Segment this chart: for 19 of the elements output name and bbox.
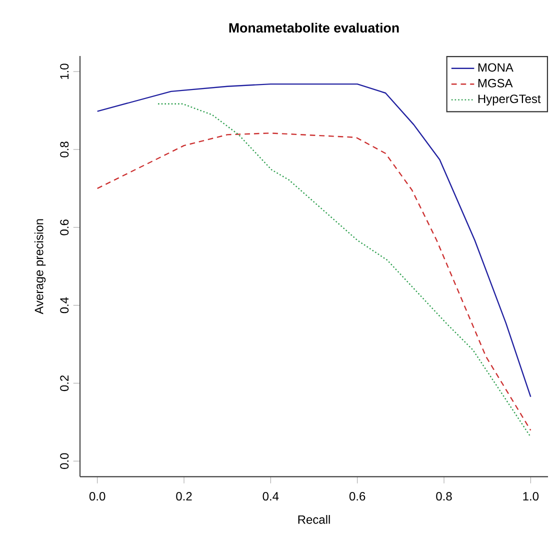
y-tick-label: 0.2: [60, 375, 69, 392]
legend-label: HyperGTest: [478, 94, 541, 106]
y-tick-label: 0.6: [60, 220, 69, 236]
x-tick-label: 0.0: [89, 492, 106, 501]
line-series: [96, 132, 532, 431]
x-tick-label: 0.2: [176, 492, 192, 501]
y-tick-label: 0.8: [60, 142, 69, 158]
legend-label: MGSA: [478, 78, 513, 88]
x-tick-label: 0.4: [262, 492, 279, 501]
x-axis-title: Recall: [298, 515, 330, 524]
legend-label: MONA: [478, 63, 514, 72]
x-tick-label: 1.0: [523, 492, 539, 501]
y-tick-label: 1.0: [60, 64, 69, 79]
x-tick-label: 0.6: [349, 492, 366, 501]
y-tick-label: 0.4: [60, 297, 69, 314]
chart-title: Monametabolite evaluation: [229, 22, 399, 33]
x-tick-label: 0.8: [436, 492, 452, 501]
y-axis-title: Average precision: [34, 219, 46, 314]
y-tick-label: 0.0: [60, 453, 69, 469]
